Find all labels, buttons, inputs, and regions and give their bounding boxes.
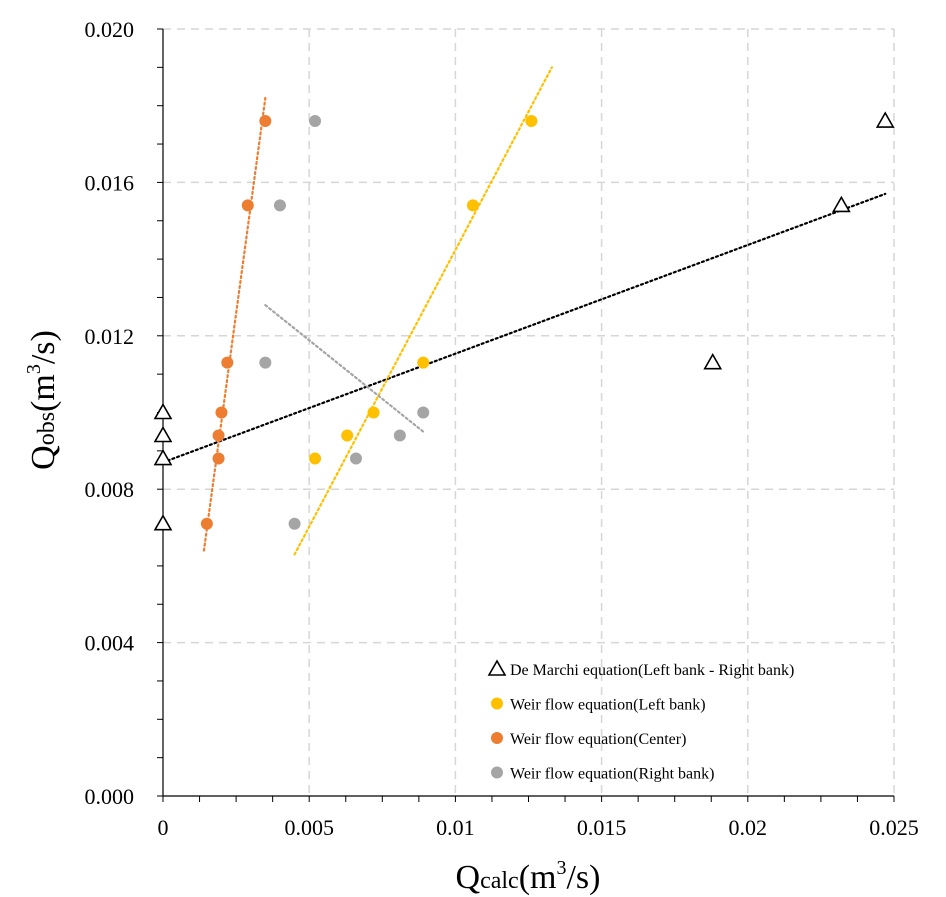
data-point: [341, 429, 354, 442]
data-point: [221, 356, 234, 369]
trendline: [161, 192, 887, 464]
data-point: [309, 115, 322, 128]
y-tick-label: 0.012: [85, 324, 135, 349]
grid-lines: [163, 28, 895, 796]
y-tick-label: 0.000: [85, 784, 135, 809]
y-tick-label: 0.016: [85, 170, 135, 195]
x-axis-title: Qcalc(m3/s): [456, 857, 601, 896]
trendline: [202, 96, 267, 552]
data-point: [259, 356, 272, 369]
x-tick-label: 0.025: [869, 815, 919, 840]
legend-marker: [491, 732, 503, 744]
axes: [162, 29, 894, 797]
x-tick-label: 0.005: [284, 815, 334, 840]
data-point: [466, 199, 479, 212]
legend-label: De Marchi equation(Left bank - Right ban…: [510, 662, 794, 679]
y-tick-label: 0.020: [85, 17, 135, 42]
data-point: [153, 402, 173, 420]
data-point: [393, 429, 406, 442]
data-point: [349, 452, 362, 465]
data-point: [417, 406, 430, 419]
x-tick-label: 0: [158, 815, 169, 840]
data-point: [525, 115, 538, 128]
data-points: [153, 111, 895, 531]
data-point: [200, 517, 213, 530]
data-point: [367, 406, 380, 419]
data-point: [288, 517, 301, 530]
data-point: [215, 406, 228, 419]
data-point: [212, 429, 225, 442]
x-tick-label: 0.02: [729, 815, 768, 840]
data-point: [273, 199, 286, 212]
data-point: [212, 452, 225, 465]
legend-marker: [487, 659, 507, 676]
legend-marker: [491, 766, 503, 779]
tick-marks: [157, 28, 895, 802]
data-point: [153, 514, 173, 531]
data-point: [831, 195, 851, 213]
y-tick-label: 0.008: [85, 477, 135, 502]
data-point: [153, 425, 173, 443]
data-point: [259, 115, 272, 128]
data-point: [703, 353, 723, 370]
data-point: [241, 199, 254, 212]
y-axis-title: Qobs(m3/s): [23, 330, 62, 470]
trendline: [293, 66, 553, 556]
data-point: [875, 111, 895, 128]
y-tick-label: 0.004: [85, 631, 135, 656]
data-point: [309, 452, 322, 465]
trendlines: [161, 66, 887, 556]
data-point: [153, 448, 173, 466]
legend-label: Weir flow equation(Right bank): [510, 766, 714, 783]
data-point: [417, 356, 430, 369]
legend: De Marchi equation(Left bank - Right ban…: [487, 659, 794, 783]
trendline: [264, 304, 425, 433]
legend-marker: [491, 697, 503, 710]
legend-label: Weir flow equation(Center): [510, 731, 686, 748]
legend-label: Weir flow equation(Left bank): [510, 697, 706, 714]
x-tick-label: 0.01: [436, 815, 475, 840]
tick-labels: 0.000 0.004 0.008 0.012 0.016 0.020 0 0.005 0.01…: [85, 17, 919, 840]
x-tick-label: 0.015: [577, 815, 627, 840]
